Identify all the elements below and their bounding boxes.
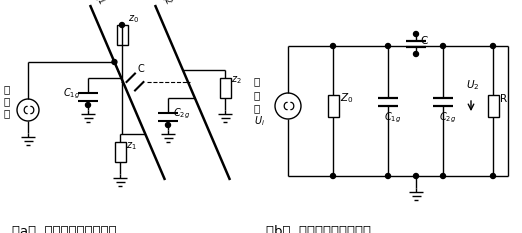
Text: $C_{1g}$: $C_{1g}$ xyxy=(384,110,401,125)
Circle shape xyxy=(386,174,390,178)
Bar xyxy=(488,95,499,117)
Bar xyxy=(327,95,338,117)
Circle shape xyxy=(491,44,495,48)
Text: 干: 干 xyxy=(254,76,260,86)
Circle shape xyxy=(120,23,125,27)
Text: 源: 源 xyxy=(254,103,260,113)
Circle shape xyxy=(330,174,336,178)
Circle shape xyxy=(413,31,419,37)
Bar xyxy=(114,142,125,162)
Text: $Z_0$: $Z_0$ xyxy=(340,91,353,105)
Circle shape xyxy=(413,51,419,56)
Text: 源: 源 xyxy=(4,108,10,118)
Text: $C_{2g}$: $C_{2g}$ xyxy=(173,106,190,121)
Circle shape xyxy=(441,174,445,178)
Circle shape xyxy=(413,174,419,178)
Text: $U_2$: $U_2$ xyxy=(466,78,479,92)
Text: $z_0$: $z_0$ xyxy=(128,13,139,25)
Circle shape xyxy=(165,123,171,127)
Text: C: C xyxy=(137,64,144,74)
Text: 扰: 扰 xyxy=(4,96,10,106)
Text: C: C xyxy=(420,36,428,46)
Circle shape xyxy=(441,44,445,48)
Circle shape xyxy=(86,103,90,107)
Text: $z_1$: $z_1$ xyxy=(126,140,137,152)
Circle shape xyxy=(386,44,390,48)
Text: 干: 干 xyxy=(4,84,10,94)
Bar xyxy=(116,25,127,45)
Circle shape xyxy=(330,44,336,48)
Circle shape xyxy=(112,59,117,65)
Text: 导体2: 导体2 xyxy=(158,0,173,6)
Text: $z_2$: $z_2$ xyxy=(231,74,242,86)
Text: （a）  电容耦合原理示意图: （a） 电容耦合原理示意图 xyxy=(12,225,116,233)
Text: $C_{1g}$: $C_{1g}$ xyxy=(63,86,80,101)
Circle shape xyxy=(491,174,495,178)
Text: $U_i$: $U_i$ xyxy=(254,114,265,128)
Text: $C_{2g}$: $C_{2g}$ xyxy=(439,110,456,125)
Bar xyxy=(219,78,231,98)
Text: R: R xyxy=(500,94,507,104)
Text: 导体1: 导体1 xyxy=(91,0,106,6)
Text: （b）  电容耦合的等效电路: （b） 电容耦合的等效电路 xyxy=(266,225,371,233)
Text: 扰: 扰 xyxy=(254,90,260,100)
